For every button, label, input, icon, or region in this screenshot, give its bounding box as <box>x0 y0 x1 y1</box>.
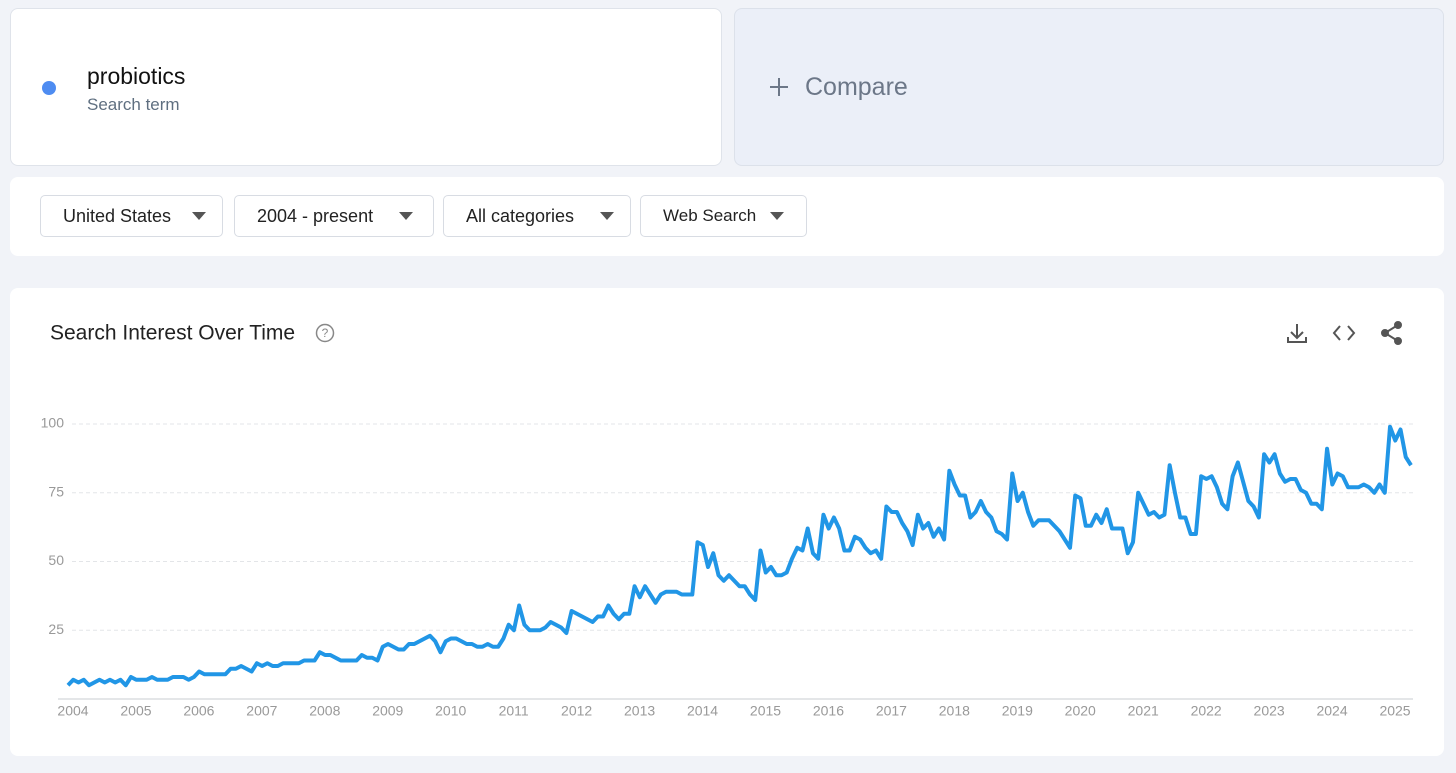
x-tick-label: 2007 <box>246 703 277 719</box>
filter-bar: United States 2004 - present All categor… <box>10 177 1444 256</box>
x-tick-label: 2008 <box>309 703 340 719</box>
filter-label: All categories <box>466 205 575 226</box>
x-tick-label: 2006 <box>183 703 214 719</box>
x-tick-label: 2015 <box>750 703 781 719</box>
caret <box>192 212 206 220</box>
caret <box>770 212 784 220</box>
filter-label: United States <box>63 205 172 226</box>
y-tick-label: 75 <box>48 483 64 499</box>
share-icon[interactable] <box>1381 321 1402 345</box>
series-dot <box>42 81 56 95</box>
download-icon[interactable] <box>1287 324 1307 343</box>
property-filter[interactable]: Web Search <box>640 195 807 237</box>
x-tick-label: 2010 <box>435 703 466 719</box>
caret <box>600 212 614 220</box>
x-tick-label: 2012 <box>561 703 592 719</box>
x-tick-label: 2019 <box>1002 703 1033 719</box>
x-tick-label: 2011 <box>499 703 529 719</box>
x-tick-label: 2004 <box>57 703 88 719</box>
chart-title: Search Interest Over Time <box>50 322 295 345</box>
x-tick-label: 2017 <box>876 703 907 719</box>
search-term-subtitle: Search term <box>87 95 180 114</box>
search-term: probiotics <box>87 63 186 89</box>
x-tick-label: 2023 <box>1254 703 1285 719</box>
y-tick-label: 50 <box>48 552 64 568</box>
x-tick-label: 2005 <box>120 703 151 719</box>
x-tick-label: 2014 <box>687 703 718 719</box>
x-tick-label: 2021 <box>1128 703 1159 719</box>
help-icon[interactable]: ? <box>315 323 335 343</box>
x-tick-label: 2020 <box>1065 703 1096 719</box>
compare-card[interactable]: Compare <box>734 8 1444 166</box>
x-tick-label: 2009 <box>372 703 403 719</box>
series-line <box>66 424 1413 688</box>
svg-text:?: ? <box>322 326 329 340</box>
compare-label: Compare <box>805 73 908 101</box>
x-tick-label: 2013 <box>624 703 655 719</box>
embed-icon[interactable] <box>1332 325 1356 341</box>
category-filter[interactable]: All categories <box>443 195 631 237</box>
time-filter[interactable]: 2004 - present <box>234 195 434 237</box>
x-tick-label: 2018 <box>939 703 970 719</box>
region-filter[interactable]: United States <box>40 195 223 237</box>
y-tick-label: 25 <box>48 621 64 637</box>
x-tick-label: 2016 <box>813 703 844 719</box>
x-tick-label: 2024 <box>1316 703 1347 719</box>
filter-label: Web Search <box>663 206 757 225</box>
caret <box>399 212 413 220</box>
search-term-card[interactable]: probiotics Search term <box>10 8 722 166</box>
plus-icon <box>770 78 788 96</box>
chart-card <box>10 288 1444 756</box>
x-tick-label: 2025 <box>1379 703 1410 719</box>
y-tick-label: 100 <box>41 415 65 431</box>
x-tick-label: 2022 <box>1191 703 1222 719</box>
filter-label: 2004 - present <box>257 205 374 226</box>
